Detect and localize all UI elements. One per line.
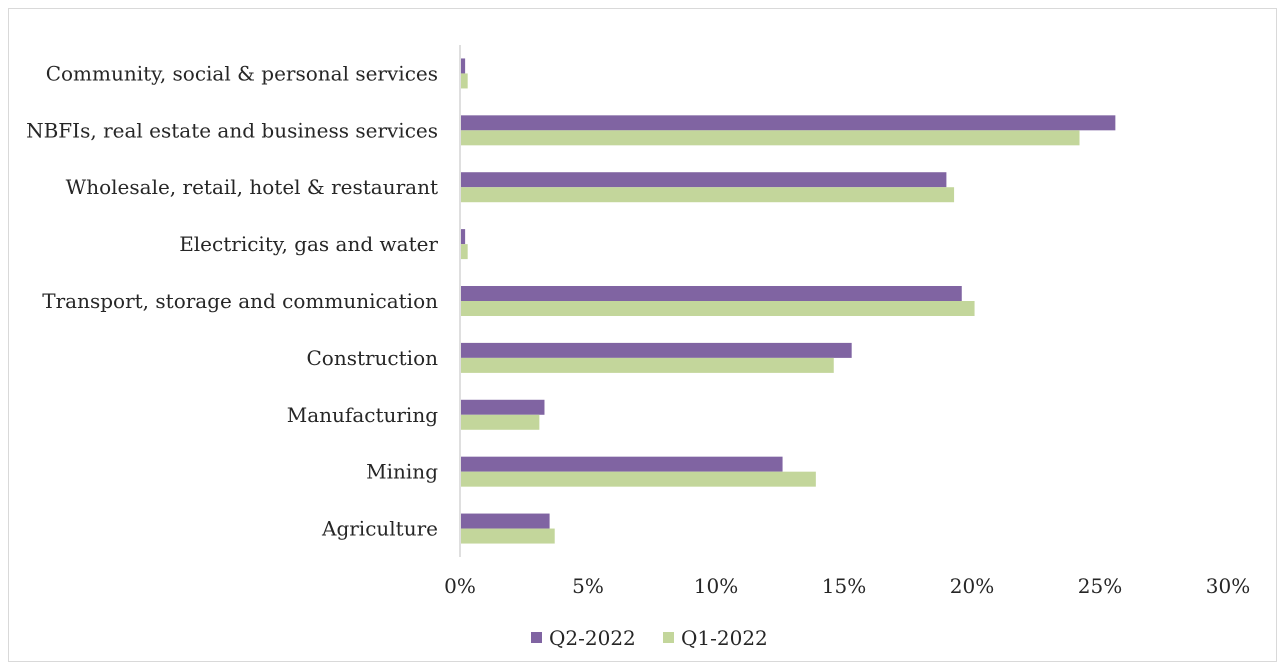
x-tick-label: 25% (1078, 574, 1122, 598)
legend-label-q2-2022: Q2-2022 (549, 626, 636, 650)
category-labels: Agriculture Mining Manufacturing Constructi… (26, 61, 438, 540)
bar-q2-2022-transport-storage-and-communication (461, 286, 962, 301)
legend: Q2-2022 Q1-2022 (531, 626, 768, 650)
category-label-manufacturing: Manufacturing (287, 403, 438, 427)
bar-q1-2022-mining (461, 471, 816, 487)
category-label-construction: Construction (306, 346, 438, 370)
bar-q1-2022-agriculture (461, 528, 555, 544)
bar-q1-2022-community-social-personal-services (461, 73, 468, 89)
x-tick-label: 30% (1206, 574, 1250, 598)
category-label-agriculture: Agriculture (321, 517, 438, 541)
bar-q1-2022-transport-storage-and-communication (461, 301, 975, 316)
bar-q2-2022-community-social-personal-services (461, 58, 466, 74)
bar-q2-2022-wholesale-retail-hotel-restaurant (461, 172, 947, 188)
bar-q2-2022-construction (461, 342, 852, 358)
category-label-mining: Mining (366, 460, 438, 484)
legend-swatch-q2-2022 (531, 632, 542, 643)
category-label-nbfis-real-estate-and-business-services: NBFIs, real estate and business services (26, 118, 438, 142)
x-tick-label: 15% (822, 574, 866, 598)
x-tick-labels: 0% 5% 10% 15% 20% 25% 30% (444, 574, 1250, 598)
category-label-wholesale-retail-hotel-restaurant: Wholesale, retail, hotel & restaurant (66, 175, 438, 199)
x-tick-label: 10% (694, 574, 738, 598)
x-tick-label: 5% (572, 574, 604, 598)
bar-q1-2022-construction (461, 357, 834, 373)
x-tick-label: 0% (444, 574, 476, 598)
bar-q1-2022-wholesale-retail-hotel-restaurant (461, 187, 955, 203)
category-label-transport-storage-and-communication: Transport, storage and communication (42, 289, 438, 313)
bar-q2-2022-mining (461, 456, 783, 472)
legend-swatch-q1-2022 (663, 632, 674, 643)
legend-label-q1-2022: Q1-2022 (681, 626, 768, 650)
bar-q1-2022-electricity-gas-and-water (461, 244, 468, 260)
bar-q2-2022-agriculture (461, 513, 550, 529)
category-label-community-social-personal-services: Community, social & personal services (46, 61, 438, 85)
bars-group (461, 58, 1116, 544)
bar-q1-2022-nbfis-real-estate-and-business-services (461, 130, 1080, 146)
x-tick-label: 20% (950, 574, 994, 598)
bar-q1-2022-manufacturing (461, 414, 540, 430)
bar-q2-2022-electricity-gas-and-water (461, 229, 466, 245)
bar-q2-2022-manufacturing (461, 399, 545, 415)
category-label-electricity-gas-and-water: Electricity, gas and water (179, 232, 438, 256)
bar-q2-2022-nbfis-real-estate-and-business-services (461, 115, 1116, 131)
